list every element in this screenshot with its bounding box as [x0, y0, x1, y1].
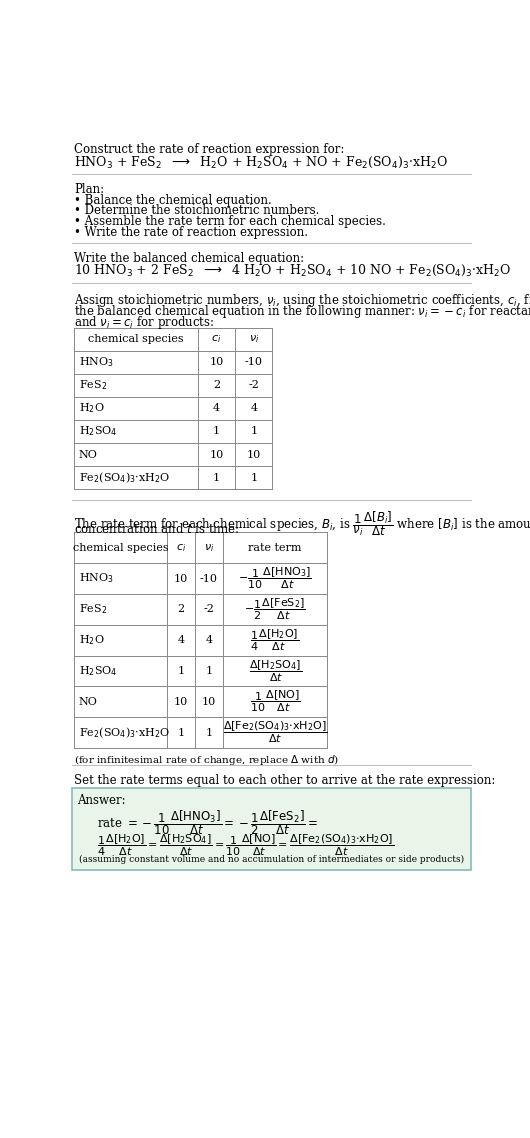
Text: • Balance the chemical equation.: • Balance the chemical equation. [74, 193, 272, 206]
Text: Answer:: Answer: [77, 794, 126, 807]
Text: 1: 1 [250, 427, 258, 437]
Text: • Write the rate of reaction expression.: • Write the rate of reaction expression. [74, 225, 308, 239]
Text: chemical species: chemical species [88, 335, 184, 344]
Text: 1: 1 [178, 727, 184, 737]
Text: $\dfrac{1}{4}\dfrac{\Delta[\mathrm{H_2O}]}{\Delta t}$: $\dfrac{1}{4}\dfrac{\Delta[\mathrm{H_2O}… [251, 627, 300, 653]
Text: Construct the rate of reaction expression for:: Construct the rate of reaction expressio… [74, 142, 344, 156]
Text: $\dfrac{1}{4}\dfrac{\Delta[\mathrm{H_2O}]}{\Delta t} = \dfrac{\Delta[\mathrm{H_2: $\dfrac{1}{4}\dfrac{\Delta[\mathrm{H_2O}… [97, 833, 394, 858]
Text: 4: 4 [213, 403, 220, 413]
Text: H$_2$O: H$_2$O [78, 402, 104, 415]
Text: $\dfrac{1}{10}\dfrac{\Delta[\mathrm{NO}]}{\Delta t}$: $\dfrac{1}{10}\dfrac{\Delta[\mathrm{NO}]… [250, 688, 301, 715]
Text: The rate term for each chemical species, $B_i$, is $\dfrac{1}{\nu_i}\dfrac{\Delt: The rate term for each chemical species,… [74, 509, 530, 538]
Text: FeS$_2$: FeS$_2$ [78, 378, 107, 393]
Text: -2: -2 [204, 604, 214, 615]
Text: $\nu_i$: $\nu_i$ [204, 542, 214, 554]
Text: 4: 4 [178, 635, 184, 645]
Text: 10: 10 [202, 696, 216, 707]
Text: -10: -10 [245, 357, 263, 368]
Text: Fe$_2$(SO$_4$)$_3$·xH$_2$O: Fe$_2$(SO$_4$)$_3$·xH$_2$O [78, 725, 170, 740]
Text: 4: 4 [205, 635, 213, 645]
Text: Plan:: Plan: [74, 183, 104, 196]
Text: $c_i$: $c_i$ [176, 542, 186, 554]
Text: Fe$_2$(SO$_4$)$_3$·xH$_2$O: Fe$_2$(SO$_4$)$_3$·xH$_2$O [78, 470, 170, 485]
Text: 1: 1 [250, 472, 258, 483]
Text: H$_2$SO$_4$: H$_2$SO$_4$ [78, 665, 117, 678]
Text: chemical species: chemical species [73, 543, 169, 553]
Text: $\dfrac{\Delta[\mathrm{H_2SO_4}]}{\Delta t}$: $\dfrac{\Delta[\mathrm{H_2SO_4}]}{\Delta… [249, 658, 302, 684]
Text: Write the balanced chemical equation:: Write the balanced chemical equation: [74, 251, 304, 265]
Text: FeS$_2$: FeS$_2$ [78, 602, 107, 617]
Text: $\dfrac{\Delta[\mathrm{Fe_2(SO_4)_3{\cdot}xH_2O}]}{\Delta t}$: $\dfrac{\Delta[\mathrm{Fe_2(SO_4)_3{\cdo… [223, 720, 328, 745]
Text: HNO$_3$ + FeS$_2$  $\longrightarrow$  H$_2$O + H$_2$SO$_4$ + NO + Fe$_2$(SO$_4$): HNO$_3$ + FeS$_2$ $\longrightarrow$ H$_2… [74, 155, 448, 171]
Text: NO: NO [78, 696, 98, 707]
Text: 10: 10 [174, 696, 188, 707]
Text: 10: 10 [209, 357, 224, 368]
Text: the balanced chemical equation in the following manner: $\nu_i = -c_i$ for react: the balanced chemical equation in the fo… [74, 303, 530, 320]
Text: 10 HNO$_3$ + 2 FeS$_2$  $\longrightarrow$  4 H$_2$O + H$_2$SO$_4$ + 10 NO + Fe$_: 10 HNO$_3$ + 2 FeS$_2$ $\longrightarrow$… [74, 263, 511, 278]
Text: $c_i$: $c_i$ [211, 333, 222, 345]
Text: 4: 4 [250, 403, 258, 413]
Text: $-\dfrac{1}{2}\dfrac{\Delta[\mathrm{FeS_2}]}{\Delta t}$: $-\dfrac{1}{2}\dfrac{\Delta[\mathrm{FeS_… [244, 596, 306, 622]
Text: concentration and $t$ is time:: concentration and $t$ is time: [74, 521, 240, 536]
Text: 10: 10 [174, 574, 188, 584]
Text: Assign stoichiometric numbers, $\nu_i$, using the stoichiometric coefficients, $: Assign stoichiometric numbers, $\nu_i$, … [74, 292, 530, 310]
Text: 2: 2 [213, 380, 220, 390]
Text: Set the rate terms equal to each other to arrive at the rate expression:: Set the rate terms equal to each other t… [74, 774, 496, 787]
Text: 10: 10 [246, 450, 261, 460]
Text: (assuming constant volume and no accumulation of intermediates or side products): (assuming constant volume and no accumul… [79, 855, 464, 864]
Text: 1: 1 [205, 727, 213, 737]
Text: • Determine the stoichiometric numbers.: • Determine the stoichiometric numbers. [74, 205, 320, 217]
Text: 10: 10 [209, 450, 224, 460]
Text: H$_2$O: H$_2$O [78, 633, 104, 648]
Text: • Assemble the rate term for each chemical species.: • Assemble the rate term for each chemic… [74, 215, 386, 228]
Text: $\nu_i$: $\nu_i$ [249, 333, 259, 345]
Text: -10: -10 [200, 574, 218, 584]
Text: $-\dfrac{1}{10}\dfrac{\Delta[\mathrm{HNO_3}]}{\Delta t}$: $-\dfrac{1}{10}\dfrac{\Delta[\mathrm{HNO… [238, 566, 312, 592]
Text: 1: 1 [205, 666, 213, 676]
Text: 2: 2 [178, 604, 184, 615]
Text: NO: NO [78, 450, 98, 460]
FancyBboxPatch shape [73, 787, 471, 869]
Text: HNO$_3$: HNO$_3$ [78, 571, 113, 585]
Text: 1: 1 [178, 666, 184, 676]
Text: and $\nu_i = c_i$ for products:: and $\nu_i = c_i$ for products: [74, 314, 215, 331]
Text: rate term: rate term [249, 543, 302, 553]
Text: (for infinitesimal rate of change, replace $\Delta$ with $d$): (for infinitesimal rate of change, repla… [74, 752, 339, 767]
Text: 1: 1 [213, 472, 220, 483]
Text: -2: -2 [249, 380, 259, 390]
Text: HNO$_3$: HNO$_3$ [78, 355, 113, 369]
Text: rate $= -\dfrac{1}{10}\dfrac{\Delta[\mathrm{HNO_3}]}{\Delta t} = -\dfrac{1}{2}\d: rate $= -\dfrac{1}{10}\dfrac{\Delta[\mat… [97, 808, 319, 836]
Text: 1: 1 [213, 427, 220, 437]
Text: H$_2$SO$_4$: H$_2$SO$_4$ [78, 424, 117, 438]
